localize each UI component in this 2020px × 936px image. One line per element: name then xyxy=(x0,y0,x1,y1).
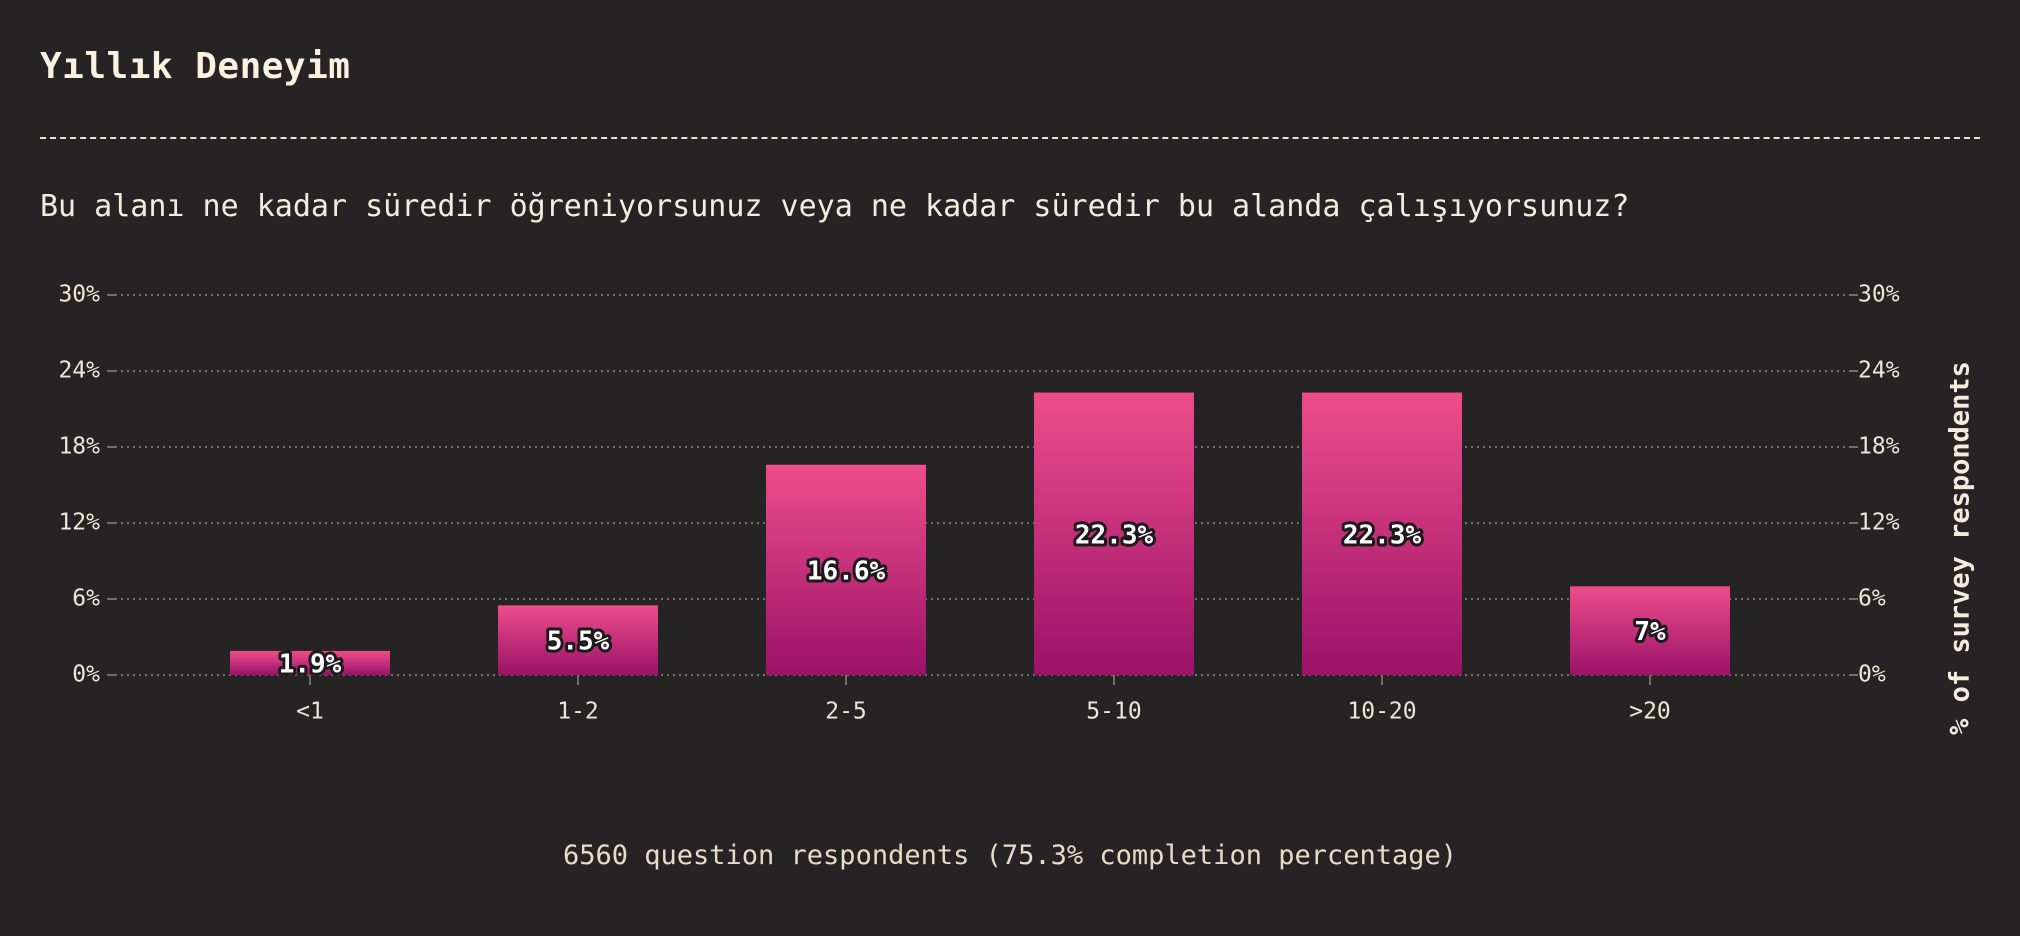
x-tick-label: 2-5 xyxy=(825,699,867,725)
left-tick-label: 18% xyxy=(58,434,100,460)
right-tick-label: 30% xyxy=(1858,282,1900,308)
left-y-axis: 0% 6% 12% 18% 24% 30% xyxy=(58,282,115,688)
left-tick-label: 30% xyxy=(58,282,100,308)
right-tick-label: 0% xyxy=(1858,662,1886,688)
left-tick-label: 6% xyxy=(72,586,100,612)
title-divider xyxy=(40,137,1980,139)
bar-value-label: 7% xyxy=(1634,617,1666,647)
bar-value-label: 5.5% xyxy=(547,627,610,657)
left-tick-label: 12% xyxy=(58,510,100,536)
bar xyxy=(230,650,390,675)
right-y-axis: 0% 6% 12% 18% 24% 30% xyxy=(1850,282,1900,688)
bar-chart: 0% 6% 12% 18% 24% 30% 0% 6% 12% 18% 24% 30% 1.9% 5.… xyxy=(58,282,1976,735)
right-tick-label: 24% xyxy=(1858,358,1900,384)
x-axis: <1 1-2 2-5 5-10 10-20 >20 xyxy=(296,675,1671,725)
bars: 1.9% 5.5% 16.6% 22.3% 22.3% 7% xyxy=(230,392,1730,682)
bar xyxy=(1034,392,1194,675)
x-tick-label: 1-2 xyxy=(557,699,599,725)
bar-value-label: 22.3% xyxy=(1343,520,1422,550)
right-tick-label: 6% xyxy=(1858,586,1886,612)
respondents-note: 6560 question respondents (75.3% complet… xyxy=(562,840,1458,871)
gridlines xyxy=(115,294,1850,676)
bar xyxy=(766,464,926,675)
x-tick-label: <1 xyxy=(296,699,324,725)
x-tick-label: 5-10 xyxy=(1086,699,1141,725)
right-tick-label: 12% xyxy=(1858,510,1900,536)
bar xyxy=(1570,586,1730,675)
right-tick-label: 18% xyxy=(1858,434,1900,460)
x-tick-label: >20 xyxy=(1629,699,1671,725)
chart-title: Yıllık Deneyim xyxy=(40,46,351,87)
left-tick-label: 0% xyxy=(72,662,100,688)
right-axis-title: % of survey respondents xyxy=(1945,361,1976,735)
bar-value-label: 22.3% xyxy=(1075,520,1154,550)
bar-value-label: 1.9% xyxy=(279,649,342,679)
x-tick-label: 10-20 xyxy=(1347,699,1416,725)
left-tick-label: 24% xyxy=(58,358,100,384)
bar xyxy=(498,605,658,675)
question-text: Bu alanı ne kadar süredir öğreniyorsunuz… xyxy=(40,189,1630,224)
bar-value-label: 16.6% xyxy=(807,556,886,586)
bar xyxy=(1302,392,1462,675)
